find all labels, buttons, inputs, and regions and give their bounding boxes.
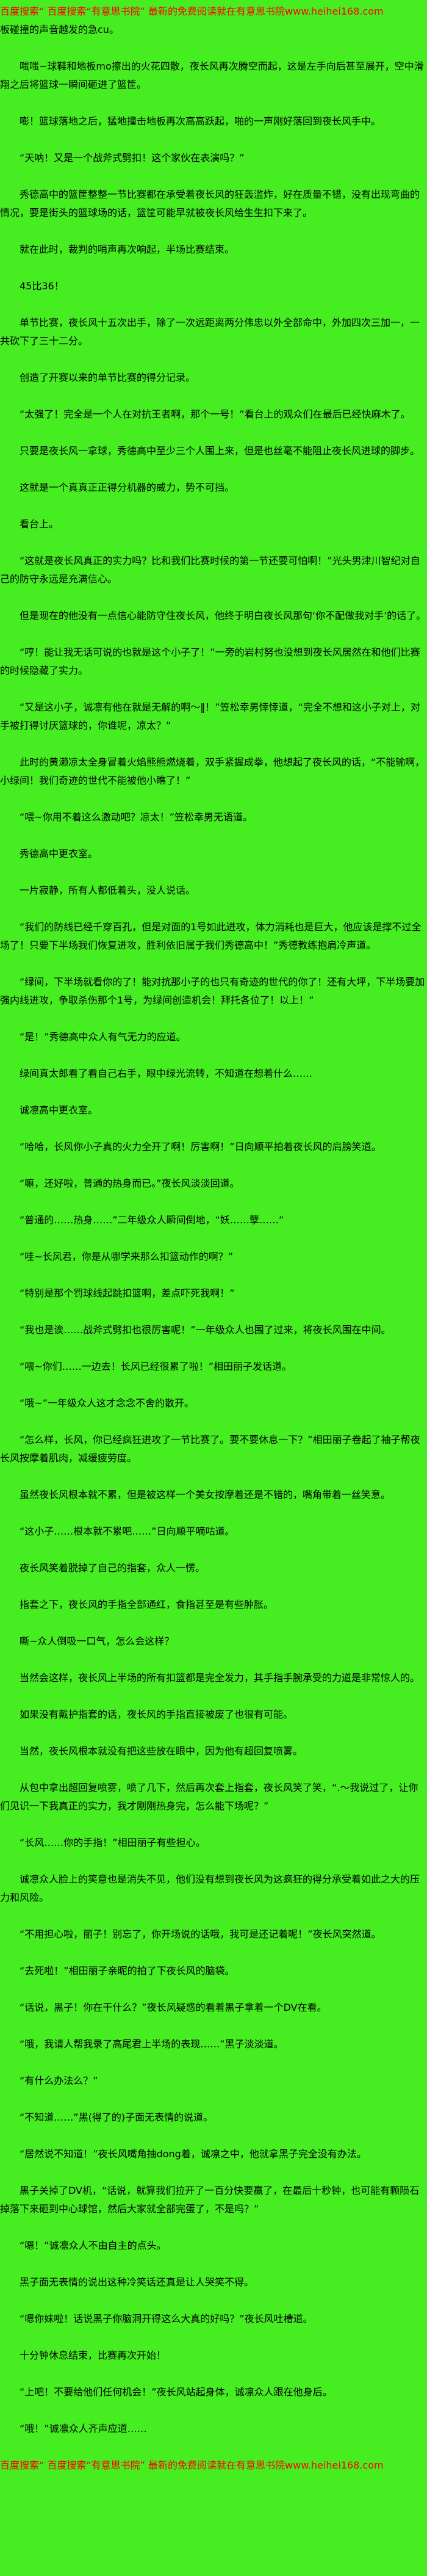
novel-paragraph: 黑子关掉了DV机，“话说，就算我们拉开了一百分快要赢了，在最后十秒钟，也可能有颗… [0, 2185, 420, 2215]
novel-paragraph: 夜长风笑着脱掉了自己的指套，众人一愣。 [20, 1562, 206, 1574]
novel-paragraph: “喂~你用不着这么激动吧？凉太！”笠松幸男无语道。 [20, 811, 253, 823]
novel-paragraph: “这就是夜长风真正的实力吗？比和我们比赛时候的第一节还要可怕啊！”光头男津川智纪… [0, 555, 420, 585]
paragraph-list: 百度搜索“ 百度搜索“有意思书院” 最新的免费阅读就在有意思书院www.heih… [0, 2, 427, 2475]
novel-paragraph: 诚凛众人脸上的笑意也是消失不见，他们没有想到夜长风为这疯狂的得分承受着如此之大的… [0, 1873, 420, 1903]
novel-paragraph: 只要是夜长风一拿球，秀德高中至少三个人围上来，但是也丝毫不能阻止夜长风进球的脚步… [20, 445, 420, 457]
novel-paragraph: 嗤嗤~球鞋和地板mo擦出的火花四散，夜长风再次腾空而起，这是左手向后甚至展开，空… [0, 60, 424, 90]
novel-paragraph: “普通的……热身……”二年级众人瞬间倒地，“妖……孽……” [20, 1214, 284, 1226]
novel-paragraph: “居然说不知道！”夜长风嘴角抽dong着，诚凛之中，他就拿黑子完全没有办法。 [20, 2148, 367, 2160]
novel-paragraph: 此时的黄濑凉太全身冒着火焰熊熊燃烧着，双手紧握成拳，他想起了夜长风的话，“不能输… [0, 756, 425, 786]
novel-paragraph: 黑子面无表情的说出这种冷笑话还真是让人哭笑不得。 [20, 2276, 254, 2288]
novel-paragraph: 就在此时，裁判的哨声再次响起，半场比赛结束。 [20, 244, 235, 255]
novel-paragraph: “嗯！”诚凛众人不由自主的点头。 [20, 2240, 167, 2251]
novel-paragraph: 诚凛高中更衣室。 [20, 1104, 98, 1116]
novel-paragraph: “哦，我请人帮我录了高尾君上半场的表现……”黑子淡淡道。 [20, 2038, 284, 2050]
novel-paragraph: “太强了！完全是一个人在对抗王者啊，那个一号！”看台上的观众们在最后已经快麻木了… [20, 408, 411, 420]
novel-paragraph: “上吧！不要给他们任何机会！”夜长风站起身体，诚凛众人跟在他身后。 [20, 2386, 332, 2398]
novel-paragraph: 当然，夜长风根本就没有把这些放在眼中，因为他有超回复喷雾。 [20, 1745, 303, 1757]
novel-paragraph: “哦~”一年级众人这才念念不舍的散开。 [20, 1397, 194, 1409]
novel-paragraph: 绿间真太郎看了看自己右手，眼中绿光流转，不知道在想着什么…… [20, 1068, 313, 1079]
novel-paragraph: 嘶~众人倒吸一口气，怎么会这样？ [20, 1635, 174, 1647]
novel-paragraph: “嗯你妹啦！话说黑子你脑洞开得这么大真的好吗？”夜长风吐槽道。 [20, 2313, 313, 2325]
novel-paragraph: 当然会这样，夜长风上半场的所有扣篮都是完全发力，其手指手腕承受的力道是非常惊人的… [20, 1672, 420, 1684]
novel-paragraph: 但是现在的他没有一点信心能防守住夜长风，他终于明白夜长风那句‘你不配做我对手’的… [20, 610, 426, 621]
promo-line: 百度搜索“ 百度搜索“有意思书院” 最新的免费阅读就在有意思书院www.heih… [0, 5, 384, 17]
novel-paragraph: “怎么样，长风，你已经疯狂进攻了一节比赛了。要不要休息一下？”相田丽子卷起了袖子… [0, 1434, 420, 1464]
novel-paragraph: 板碰撞的声音越发的急cu。 [0, 24, 119, 35]
novel-paragraph: 虽然夜长风根本就不累，但是被这样一个美女按摩着还是不错的，嘴角带着一丝笑意。 [20, 1489, 391, 1500]
novel-paragraph: “有什么办法么？” [20, 2075, 98, 2086]
novel-paragraph: 嘭！篮球落地之后，猛地撞击地板再次高高跃起，啪的一声刚好落回到夜长风手中。 [20, 115, 381, 127]
novel-paragraph: “我们的防线已经千穿百孔，但是对面的1号如此进攻，体力消耗也是巨大，他应该是撑不… [0, 921, 422, 951]
novel-paragraph: 如果没有戴护指套的话，夜长风的手指直接被废了也很有可能。 [20, 1709, 293, 1720]
novel-paragraph: “又是这小子，诚凛有他在就是无解的啊～‖！”笠松幸男悻悻道，“完全不想和这小子对… [0, 701, 420, 731]
novel-paragraph: 45比36！ [20, 280, 64, 292]
novel-paragraph: “哇~长风君，你是从哪学来那么扣篮动作的啊？” [20, 1251, 233, 1262]
novel-paragraph: 这就是一个真真正正得分机器的威力，势不可挡。 [20, 482, 235, 493]
novel-paragraph: 从包中拿出超回复喷雾，喷了几下，然后再次套上指套，夜长风笑了笑，“.～我说过了，… [0, 1782, 418, 1812]
novel-paragraph: “我也是诶……战斧式劈扣也很厉害呢！”一年级众人也围了过来，将夜长风围在中间。 [20, 1324, 391, 1336]
novel-paragraph: “哼！能让我无话可说的也就是这个小子了！”一旁的岩村努也没想到夜长风居然在和他们… [0, 646, 420, 676]
novel-paragraph: 十分钟休息结束，比赛再次开始！ [20, 2350, 167, 2361]
novel-paragraph: “这小子……根本就不累吧……”日向顺平嘀咕道。 [20, 1525, 235, 1537]
novel-paragraph: 创造了开赛以来的单节比赛的得分记录。 [20, 372, 196, 383]
novel-paragraph: “天呐！又是一个战斧式劈扣！这个家伙在表演吗？” [20, 152, 245, 164]
novel-paragraph: 一片寂静，所有人都低着头，没人说话。 [20, 885, 196, 896]
novel-paragraph: “不用担心啦，丽子！别忘了，你开场说的话哦，我可是还记着呢！”夜长风突然道。 [20, 1928, 381, 1940]
novel-paragraph: 指套之下，夜长风的手指全部通红，食指甚至是有些肿胀。 [20, 1599, 274, 1610]
novel-paragraph: 秀德高中的篮筐整整一节比赛都在承受着夜长风的狂轰滥炸，好在质量不错，没有出现弯曲… [0, 189, 420, 219]
novel-paragraph: “哈哈，长风你小子真的火力全开了啊！厉害啊！”日向顺平拍着夜长风的肩膀笑道。 [20, 1141, 381, 1152]
novel-paragraph: “长风……你的手指！”相田丽子有些担心。 [20, 1837, 206, 1848]
novel-paragraph: 看台上。 [20, 518, 59, 530]
novel-paragraph: “去死啦！”相田丽子亲昵的拍了下夜长风的脑袋。 [20, 1965, 235, 1977]
novel-paragraph: “是！”秀德高中众人有气无力的应道。 [20, 1031, 186, 1043]
novel-paragraph: “特别是那个罚球线起跳扣篮啊，差点吓死我啊！” [20, 1287, 235, 1299]
novel-paragraph: “嘛，还好啦，普通的热身而已。”夜长风淡淡回道。 [20, 1178, 240, 1189]
novel-paragraph: “哦！”诚凛众人齐声应道…… [20, 2423, 147, 2434]
novel-paragraph: 单节比赛，夜长风十五次出手，除了一次远距离两分伟忠以外全部命中，外加四次三加一，… [0, 317, 420, 347]
novel-paragraph: “绿间，下半场就看你的了！能对抗那小子的也只有奇迹的世代的你了！还有大坪，下半场… [0, 976, 425, 1006]
promo-line: 百度搜索“ 百度搜索“有意思书院” 最新的免费阅读就在有意思书院www.heih… [0, 2459, 384, 2471]
novel-reader-page: 百度搜索“ 百度搜索“有意思书院” 最新的免费阅读就在有意思书院www.heih… [0, 2, 427, 2475]
novel-paragraph: “话说，黑子！你在干什么？”夜长风疑惑的看着黑子拿着一个DV在看。 [20, 2002, 327, 2013]
novel-paragraph: “喂~你们……一边去！长风已经很累了啦！”相田丽子发话道。 [20, 1361, 292, 1372]
novel-paragraph: “不知道……”黑(得了的)子面无表情的说道。 [20, 2111, 214, 2123]
novel-paragraph: 秀德高中更衣室。 [20, 848, 98, 859]
